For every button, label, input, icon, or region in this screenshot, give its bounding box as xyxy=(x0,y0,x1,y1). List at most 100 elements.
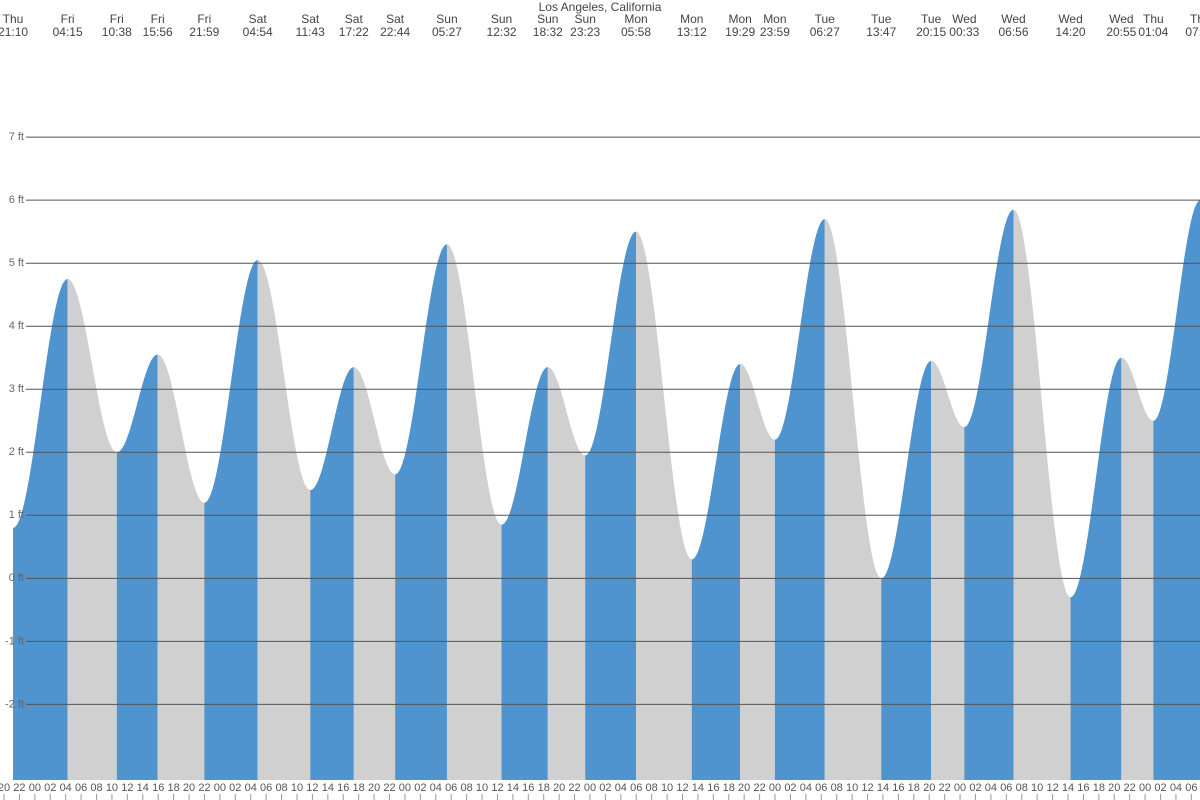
x-tick-label: 14 xyxy=(877,782,889,794)
extreme-time-label: 06:56 xyxy=(998,25,1028,39)
y-tick-label: 5 ft xyxy=(9,257,24,269)
x-tick-label: 08 xyxy=(275,782,287,794)
x-tick-label: 02 xyxy=(44,782,56,794)
falling-tide-area xyxy=(257,260,311,781)
extreme-time-label: 04:15 xyxy=(53,25,83,39)
extreme-day-label: Sat xyxy=(301,12,320,26)
rising-tide-area xyxy=(774,219,825,781)
x-tick-label: 00 xyxy=(584,782,596,794)
chart-title: Los Angeles, California xyxy=(539,0,662,14)
rising-tide-area xyxy=(881,360,932,780)
x-tick-label: 14 xyxy=(507,782,519,794)
x-tick-label: 08 xyxy=(831,782,843,794)
extreme-time-label: 00:33 xyxy=(949,25,979,39)
y-tick-label: 4 ft xyxy=(9,320,24,332)
extreme-day-label: Wed xyxy=(1058,12,1082,26)
x-tick-label: 16 xyxy=(337,782,349,794)
x-tick-label: 18 xyxy=(723,782,735,794)
extreme-time-label: 05:27 xyxy=(432,25,462,39)
extreme-day-label: Thu xyxy=(1143,12,1164,26)
extreme-day-label: Sun xyxy=(436,12,457,26)
x-tick-label: 20 xyxy=(368,782,380,794)
x-tick-label: 18 xyxy=(353,782,365,794)
x-tick-label: 12 xyxy=(491,782,503,794)
y-tick-label: 7 ft xyxy=(9,131,24,143)
extreme-time-label: 01:04 xyxy=(1138,25,1168,39)
x-tick-label: 08 xyxy=(460,782,472,794)
extreme-time-label: 17:22 xyxy=(339,25,369,39)
extreme-time-label: 06:27 xyxy=(810,25,840,39)
extreme-day-label: Mon xyxy=(680,12,703,26)
extreme-day-label: Sat xyxy=(345,12,364,26)
x-tick-label: 00 xyxy=(1139,782,1151,794)
extreme-time-label: 21:59 xyxy=(189,25,219,39)
x-tick-label: 06 xyxy=(1000,782,1012,794)
extreme-day-label: Sun xyxy=(491,12,512,26)
extreme-time-label: 23:23 xyxy=(570,25,600,39)
rising-tide-area xyxy=(1153,200,1200,780)
x-tick-label: 06 xyxy=(260,782,272,794)
y-tick-label: 0 ft xyxy=(9,572,24,584)
x-tick-label: 10 xyxy=(846,782,858,794)
x-tick-label: 06 xyxy=(1185,782,1197,794)
extreme-day-label: Mon xyxy=(624,12,647,26)
rising-tide-area xyxy=(501,367,548,780)
rising-tide-area xyxy=(585,231,637,781)
x-tick-label: 10 xyxy=(1031,782,1043,794)
falling-tide-area xyxy=(353,367,396,780)
x-tick-label: 22 xyxy=(1124,782,1136,794)
extreme-time-label: 19:29 xyxy=(725,25,755,39)
x-tick-label: 18 xyxy=(538,782,550,794)
x-tick-label: 02 xyxy=(969,782,981,794)
x-tick-label: 00 xyxy=(399,782,411,794)
x-tick-label: 06 xyxy=(445,782,457,794)
falling-tide-area xyxy=(1013,209,1071,781)
extreme-time-label: 13:47 xyxy=(866,25,896,39)
falling-tide-area xyxy=(740,364,775,780)
extreme-day-label: Tue xyxy=(921,12,942,26)
x-tick-label: 02 xyxy=(784,782,796,794)
x-tick-label: 10 xyxy=(661,782,673,794)
x-tick-label: 22 xyxy=(939,782,951,794)
x-tick-label: 04 xyxy=(430,782,442,794)
x-tick-label: 04 xyxy=(800,782,812,794)
falling-tide-area xyxy=(931,360,965,780)
x-tick-label: 00 xyxy=(214,782,226,794)
extreme-day-label: Tue xyxy=(815,12,836,26)
rising-tide-area xyxy=(691,364,741,780)
x-tick-label: 06 xyxy=(630,782,642,794)
extreme-time-label: 22:44 xyxy=(380,25,410,39)
x-tick-label: 20 xyxy=(0,782,10,794)
extreme-time-label: 13:12 xyxy=(677,25,707,39)
x-tick-label: 12 xyxy=(1046,782,1058,794)
extreme-time-label: 20:15 xyxy=(916,25,946,39)
x-tick-label: 18 xyxy=(908,782,920,794)
x-tick-label: 16 xyxy=(522,782,534,794)
x-tick-label: 04 xyxy=(1170,782,1182,794)
extreme-time-label: 21:10 xyxy=(0,25,28,39)
x-tick-label: 08 xyxy=(1016,782,1028,794)
x-tick-label: 22 xyxy=(568,782,580,794)
x-tick-label: 04 xyxy=(245,782,257,794)
rising-tide-area xyxy=(13,278,68,780)
x-tick-label: 12 xyxy=(121,782,133,794)
x-tick-label: 08 xyxy=(646,782,658,794)
x-tick-label: 04 xyxy=(985,782,997,794)
extreme-time-label: 05:58 xyxy=(621,25,651,39)
x-tick-label: 20 xyxy=(738,782,750,794)
falling-tide-area xyxy=(547,367,586,780)
rising-tide-area xyxy=(395,244,447,781)
x-tick-label: 16 xyxy=(1077,782,1089,794)
x-tick-label: 22 xyxy=(198,782,210,794)
rising-tide-area xyxy=(964,209,1014,781)
extreme-day-label: Mon xyxy=(728,12,751,26)
x-tick-label: 14 xyxy=(137,782,149,794)
y-tick-label: 2 ft xyxy=(9,446,24,458)
x-tick-label: 06 xyxy=(815,782,827,794)
falling-tide-area xyxy=(157,354,205,780)
extreme-day-label: Wed xyxy=(952,12,976,26)
x-tick-label: 12 xyxy=(676,782,688,794)
x-tick-label: 02 xyxy=(414,782,426,794)
extreme-time-label: 10:38 xyxy=(102,25,132,39)
x-tick-label: 22 xyxy=(383,782,395,794)
